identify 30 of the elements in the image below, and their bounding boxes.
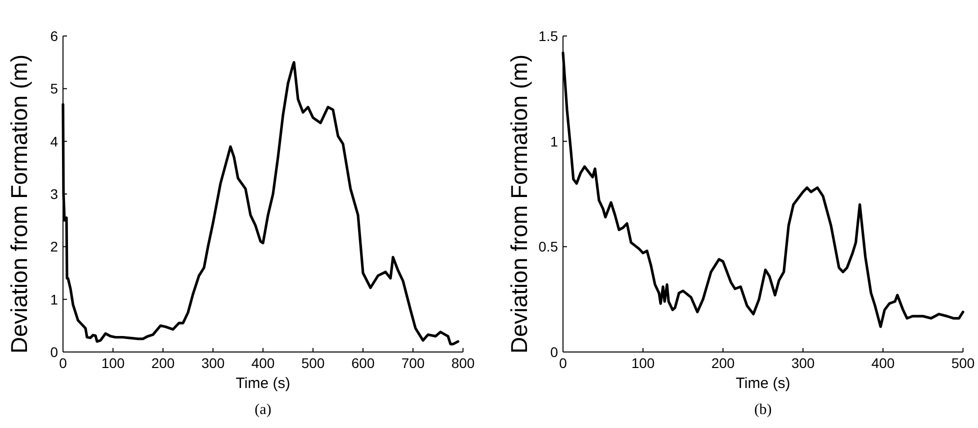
y-tick-label: 0 — [50, 344, 58, 360]
x-tick-label: 200 — [711, 355, 735, 371]
y-tick-label: 1 — [50, 291, 58, 308]
x-tick-label: 600 — [351, 355, 375, 371]
y-axis-title: Deviation from Formation (m) — [506, 54, 532, 354]
y-tick-label: 5 — [50, 80, 58, 97]
x-tick-label: 200 — [151, 355, 175, 371]
y-tick-label: 0 — [550, 344, 558, 360]
x-axis-title: Time (s) — [736, 375, 790, 392]
y-tick-label: 0.5 — [538, 238, 558, 255]
x-axis-title: Time (s) — [236, 375, 290, 392]
x-tick-label: 400 — [251, 355, 275, 371]
y-tick-label: 1.5 — [538, 28, 558, 44]
x-tick-label: 300 — [791, 355, 815, 371]
y-tick-label: 2 — [50, 238, 58, 255]
x-tick-label: 100 — [101, 355, 125, 371]
x-tick-label: 300 — [201, 355, 225, 371]
x-tick-label: 800 — [451, 355, 475, 371]
text: (b) — [754, 402, 772, 418]
text: (a) — [254, 402, 272, 418]
y-tick-label: 1 — [550, 133, 558, 150]
x-tick-label: 400 — [871, 355, 895, 371]
y-tick-label: 4 — [50, 133, 58, 150]
y-tick-label: 3 — [50, 186, 58, 202]
x-tick-label: 100 — [631, 355, 655, 371]
y-tick-label: 6 — [50, 28, 58, 44]
y-axis-title: Deviation from Formation (m) — [6, 54, 32, 354]
x-tick-label: 500 — [301, 355, 325, 371]
x-tick-label: 500 — [951, 355, 975, 371]
x-tick-label: 700 — [401, 355, 425, 371]
